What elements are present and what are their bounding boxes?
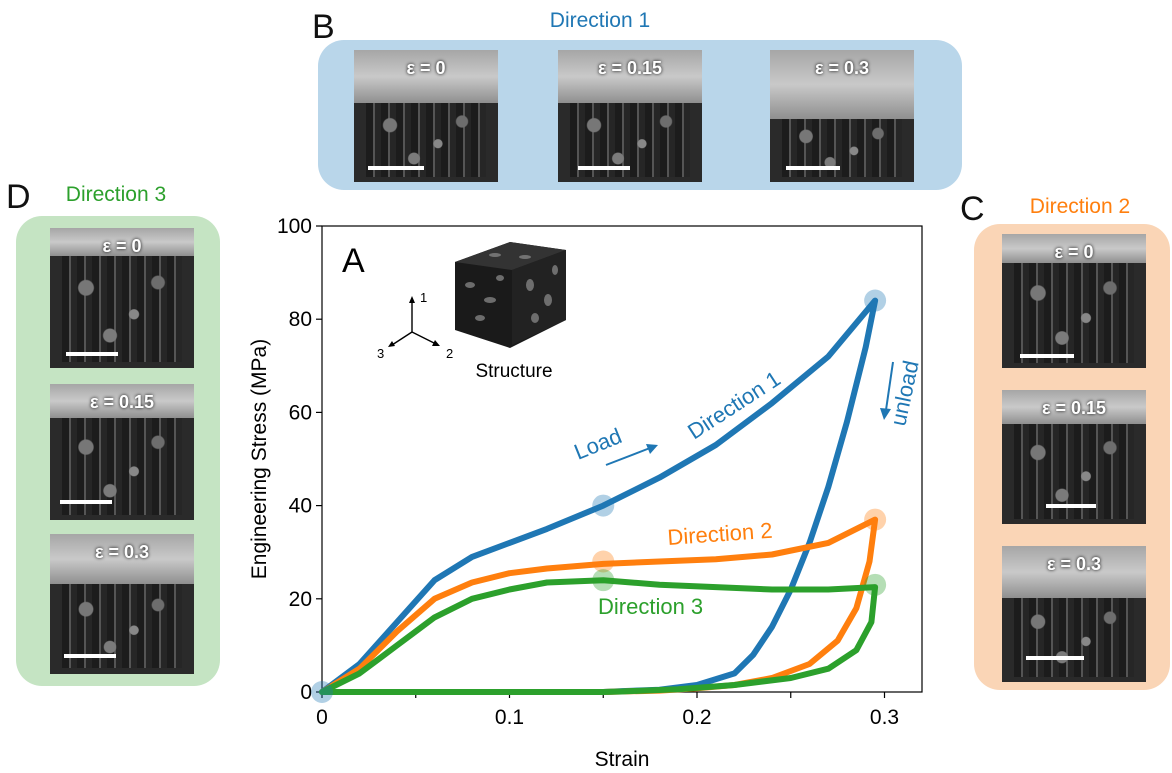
axes-triad-icon [391, 300, 437, 346]
panel-letter-b: B [312, 8, 335, 46]
strain-label: ε = 0 [406, 57, 446, 78]
sem-image-dir2-strain015: ε = 0.15 [1002, 390, 1146, 524]
y-tick-label: 80 [289, 308, 312, 331]
structure-cube-image [455, 242, 566, 348]
load-label: Load [571, 423, 626, 465]
panel-letter-d: D [6, 178, 31, 216]
data-point-marker [864, 573, 887, 596]
markers [311, 289, 887, 703]
axes: 0 0.1 0.2 0.3 0 20 40 60 80 100 Strain Engineering … [248, 215, 923, 771]
strain-label: ε = 0.15 [89, 392, 155, 413]
panel-letter-c: C [960, 190, 985, 228]
strain-label: ε = 0 [102, 236, 142, 257]
data-point-marker [592, 569, 615, 592]
data-point-marker [864, 289, 887, 312]
series-line-direction-3 [319, 577, 879, 695]
strain-label: ε = 0.3 [814, 57, 870, 78]
direction-2-annotation: Direction 2 [667, 518, 774, 550]
strain-label: ε = 0 [1054, 242, 1094, 263]
sem-image-dir1-strain015: ε = 0.15 [558, 50, 702, 182]
strain-label: ε = 0.15 [1041, 398, 1107, 419]
load-arrow [605, 444, 658, 466]
x-tick-label: 0.3 [870, 706, 899, 729]
series-lines [319, 297, 879, 695]
direction-3-title: Direction 3 [65, 183, 167, 206]
y-tick-label: 20 [289, 588, 312, 611]
y-tick-label: 100 [277, 215, 312, 238]
data-point-marker [864, 508, 887, 531]
panel-letter-a: A [342, 242, 365, 280]
x-tick-label: 0.2 [682, 706, 711, 729]
axis-3-label: 3 [377, 346, 384, 361]
sem-image-dir1-strain03: ε = 0.3 [770, 50, 914, 182]
data-point-marker [592, 494, 615, 517]
sem-image-dir3-strain03: ε = 0.3 [50, 534, 194, 674]
data-point-marker [592, 550, 615, 573]
x-tick-label: 0 [316, 706, 328, 729]
y-tick-label: 40 [289, 495, 312, 518]
direction-1-box: ε = 0 ε = 0.15 ε = 0.3 [318, 40, 962, 190]
x-axis-label: Strain [595, 748, 650, 771]
axis-1-label: 1 [420, 290, 427, 305]
direction-3-box: ε = 0 ε = 0.15 ε = 0.3 [16, 216, 220, 686]
sem-image-dir2-strain03: ε = 0.3 [1002, 546, 1146, 682]
sem-image-dir3-strain015: ε = 0.15 [50, 384, 194, 520]
sem-image-dir3-strain0: ε = 0 [50, 228, 194, 368]
direction-3-annotation: Direction 3 [598, 594, 703, 619]
sem-image-dir1-strain0: ε = 0 [354, 50, 498, 182]
y-axis-label: Engineering Stress (MPa) [248, 339, 271, 579]
structure-label: Structure [475, 361, 552, 382]
unload-arrow [880, 361, 894, 420]
strain-label: ε = 0.3 [94, 542, 150, 563]
direction-2-box: ε = 0 ε = 0.15 ε = 0.3 [974, 224, 1170, 690]
y-tick-label: 60 [289, 401, 312, 424]
strain-label: ε = 0.3 [1046, 554, 1102, 575]
direction-2-title: Direction 2 [1029, 195, 1131, 218]
x-tick-label: 0.1 [495, 706, 524, 729]
direction-1-title: Direction 1 [549, 9, 651, 32]
y-tick-label: 0 [300, 681, 312, 704]
axis-2-label: 2 [446, 346, 453, 361]
structure-inset: Structure 1 2 3 [377, 242, 566, 382]
strain-label: ε = 0.15 [597, 57, 663, 78]
sem-image-dir2-strain0: ε = 0 [1002, 234, 1146, 368]
data-point-marker [311, 681, 333, 703]
